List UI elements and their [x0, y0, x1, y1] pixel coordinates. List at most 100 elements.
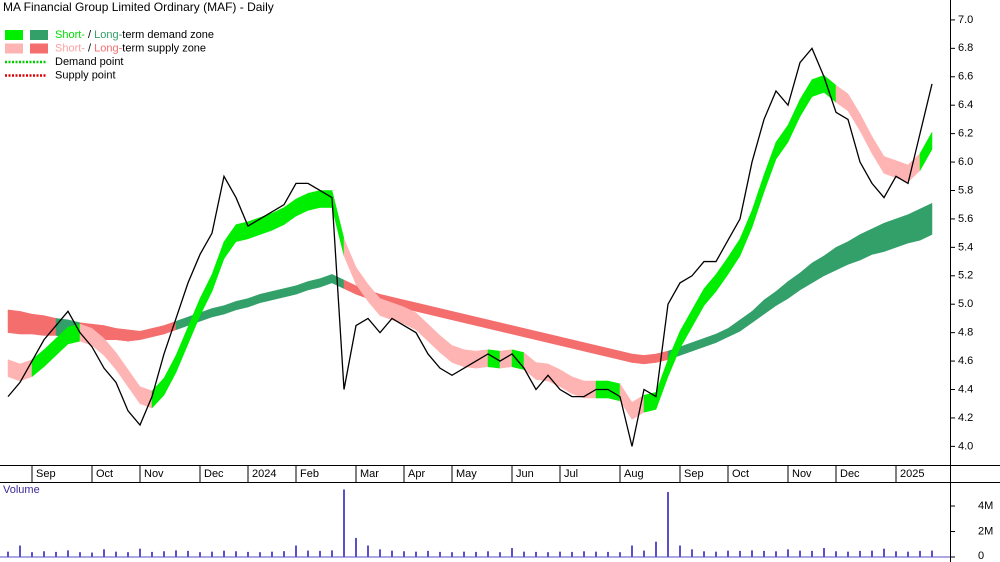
x-tick-label: May — [456, 468, 477, 480]
zone-band — [499, 322, 513, 335]
volume-bar — [103, 549, 105, 557]
y-tick-label: 5.2 — [958, 270, 973, 282]
volume-bar — [367, 545, 369, 557]
volume-bar — [127, 552, 129, 557]
zone-band — [115, 328, 129, 342]
zone-band — [871, 135, 885, 175]
zone-band — [859, 228, 873, 261]
volume-bar — [655, 541, 657, 557]
legend-label: Short- / Long-term demand zone — [55, 29, 214, 41]
zone-band — [763, 142, 777, 192]
volume-bar — [355, 537, 357, 557]
zone-band — [535, 330, 549, 343]
y-tick-label: 4.8 — [958, 327, 973, 339]
zone-band — [43, 337, 57, 368]
volume-bar — [67, 550, 69, 557]
volume-bar — [79, 552, 81, 557]
x-tick-label: Oct — [732, 468, 749, 480]
zone-band — [463, 349, 477, 369]
volume-bar — [235, 551, 237, 557]
zone-band — [283, 285, 297, 298]
y-tick-label: 5.8 — [958, 184, 973, 196]
chart-title: MA Financial Group Limited Ordinary (MAF… — [3, 0, 274, 14]
zone-band — [235, 298, 249, 311]
legend-swatch — [30, 43, 48, 54]
zone-band — [559, 336, 573, 349]
zone-band — [487, 319, 501, 332]
zone-band — [271, 288, 285, 301]
zone-band — [31, 349, 45, 378]
legend-swatch — [5, 30, 23, 40]
zone-band — [31, 313, 45, 336]
x-tick-label: Sep — [684, 468, 704, 480]
y-tick-label: 4.6 — [958, 355, 973, 367]
x-tick-label: Mar — [360, 468, 379, 480]
volume-bar — [427, 550, 429, 557]
zone-band — [19, 311, 33, 335]
x-tick-label: Aug — [624, 468, 644, 480]
zone-band — [883, 218, 897, 252]
zone-band — [703, 333, 717, 348]
volume-bar — [643, 550, 645, 557]
legend-label: Demand point — [55, 56, 124, 68]
volume-bar — [55, 551, 57, 557]
zone-band — [295, 192, 309, 217]
volume-bar — [595, 551, 597, 557]
zone-band — [307, 278, 321, 291]
zone-band — [211, 305, 225, 318]
y-tick-label: 5.6 — [958, 213, 973, 225]
volume-bar — [679, 545, 681, 557]
zone-band — [427, 305, 441, 318]
zone-band — [523, 328, 537, 341]
zone-band — [475, 349, 489, 369]
legend-text: / — [85, 29, 94, 41]
zone-band — [787, 99, 801, 143]
zone-band — [151, 377, 165, 409]
zone-band — [727, 319, 741, 338]
volume-bar — [583, 551, 585, 557]
zone-band — [451, 311, 465, 324]
zone-band — [619, 350, 633, 363]
volume-bar — [919, 550, 921, 557]
volume-bar — [319, 550, 321, 557]
volume-bar — [331, 550, 333, 557]
zone-band — [7, 359, 21, 382]
zone-band — [871, 222, 885, 255]
legend-text: Short- — [55, 42, 85, 54]
legend-text: term demand zone — [122, 29, 214, 41]
volume-bar — [271, 551, 273, 557]
x-tick-label: Sep — [36, 468, 56, 480]
zone-band — [895, 214, 909, 248]
legend-swatch — [30, 30, 48, 40]
zone-band — [631, 353, 645, 365]
volume-bar — [715, 551, 717, 557]
volume-bar — [691, 549, 693, 557]
zone-band — [211, 241, 225, 292]
y-tick-label: 6.6 — [958, 71, 973, 83]
zone-band — [523, 352, 537, 381]
zone-band — [775, 124, 789, 161]
volume-bar — [631, 545, 633, 557]
y-tick-label: 2M — [978, 525, 993, 537]
zone-band — [487, 349, 501, 369]
volume-bar — [811, 550, 813, 557]
zone-band — [319, 274, 333, 288]
zone-band — [451, 345, 465, 368]
volume-bar — [931, 550, 933, 557]
zone-band — [175, 316, 189, 331]
legend-text: Demand point — [55, 56, 124, 68]
volume-bar — [115, 551, 117, 557]
zone-band — [19, 359, 33, 382]
volume-bar — [703, 551, 705, 557]
zone-band — [919, 202, 933, 241]
volume-bar — [187, 550, 189, 557]
legend-text: Long- — [94, 42, 122, 54]
zone-band — [499, 349, 513, 369]
zone-band — [463, 313, 477, 326]
zone-band — [859, 113, 873, 154]
volume-bar — [751, 550, 753, 557]
zone-band — [415, 302, 429, 315]
zone-band — [919, 131, 933, 172]
y-tick-label: 6.4 — [958, 99, 973, 111]
